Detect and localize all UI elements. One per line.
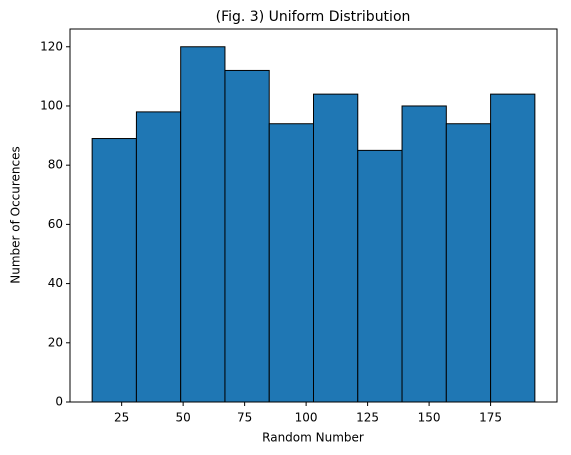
y-tick-label: 120 [40,39,63,53]
y-tick-label: 60 [48,217,63,231]
x-tick-label: 125 [356,411,379,425]
bar [401,105,447,403]
x-tick-label: 150 [418,411,441,425]
bar [313,93,359,403]
y-tick-label: 0 [55,395,63,409]
x-tick-label: 25 [114,411,129,425]
x-tick-label: 75 [237,411,252,425]
bar [91,138,137,403]
x-tick-label: 175 [479,411,502,425]
bar [135,111,182,403]
plot-frame [69,28,558,403]
y-tick-label: 100 [40,98,63,112]
bar [490,93,536,403]
x-tick-label: 100 [295,411,318,425]
x-axis-label: Random Number [262,431,364,445]
chart-title: (Fig. 3) Uniform Distribution [216,9,411,25]
bar [180,46,226,403]
bar [268,123,314,403]
bar [224,69,270,403]
bar [357,149,403,403]
y-tick-label: 20 [48,335,63,349]
y-tick-label: 40 [48,276,63,290]
bar [445,123,492,403]
x-tick-label: 50 [176,411,191,425]
y-axis-label: Number of Occurences [9,146,23,284]
y-tick-label: 80 [48,158,63,172]
